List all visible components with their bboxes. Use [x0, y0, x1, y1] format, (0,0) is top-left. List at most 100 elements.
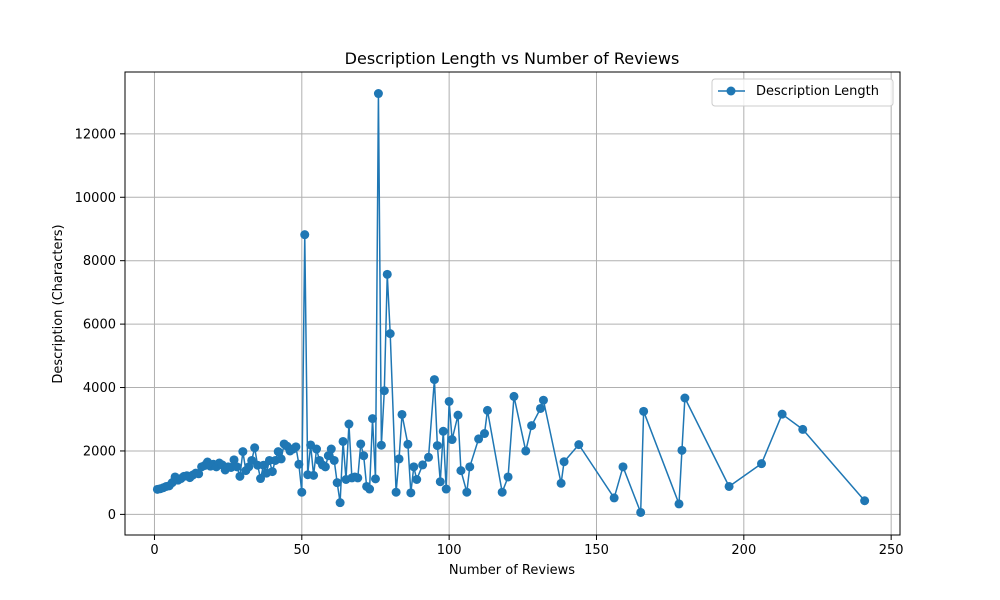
data-point: [418, 460, 428, 470]
data-point: [521, 446, 531, 456]
data-point: [757, 459, 766, 469]
data-point: [256, 474, 266, 484]
y-axis-label: Description (Characters): [51, 224, 66, 383]
data-point: [447, 435, 457, 445]
data-point: [462, 487, 472, 497]
data-point: [680, 393, 690, 403]
data-point: [267, 467, 277, 477]
data-point: [235, 471, 245, 481]
x-tick-label: 50: [294, 543, 311, 558]
x-axis-label: Number of Reviews: [449, 563, 575, 578]
x-tick-label: 150: [584, 543, 609, 558]
x-tick-label: 250: [879, 543, 904, 558]
data-point: [860, 496, 870, 506]
x-tick-label: 200: [731, 543, 756, 558]
data-point: [291, 442, 301, 452]
y-tick-label: 12000: [75, 127, 116, 142]
data-point: [353, 473, 363, 483]
data-point: [273, 447, 283, 457]
data-point: [618, 462, 628, 472]
data-point: [297, 487, 307, 497]
legend-marker-swatch: [726, 86, 736, 96]
data-point: [250, 443, 260, 453]
data-point: [609, 493, 619, 503]
y-tick-label: 10000: [75, 191, 116, 206]
data-point: [365, 484, 375, 494]
data-point: [394, 454, 404, 464]
data-point: [535, 403, 545, 413]
data-point: [674, 499, 684, 509]
data-point: [376, 440, 386, 450]
data-point: [777, 409, 787, 419]
data-point: [356, 439, 366, 449]
data-point: [344, 419, 354, 429]
series-group: [152, 89, 870, 517]
data-point: [465, 462, 475, 472]
legend-box: [711, 78, 894, 107]
data-point: [326, 444, 336, 454]
data-point: [724, 481, 734, 491]
data-point: [406, 488, 416, 498]
data-point: [480, 429, 490, 439]
data-point: [320, 462, 330, 472]
data-point: [329, 455, 339, 465]
data-point: [359, 451, 369, 461]
data-point: [432, 441, 442, 451]
data-point: [391, 487, 401, 497]
y-tick-label: 4000: [83, 381, 116, 396]
data-point: [229, 455, 239, 465]
data-point: [379, 386, 389, 396]
data-point: [276, 454, 286, 464]
data-point: [503, 472, 513, 482]
data-point: [444, 396, 454, 406]
data-point: [397, 409, 407, 419]
data-point: [441, 484, 451, 494]
data-point: [194, 469, 204, 479]
x-tick-label: 0: [150, 543, 158, 558]
data-point: [527, 421, 537, 431]
data-point: [335, 498, 345, 508]
data-point: [456, 466, 466, 476]
data-point: [538, 395, 548, 405]
data-point: [482, 405, 492, 415]
data-point: [294, 459, 304, 469]
chart-title: Description Length vs Number of Reviews: [345, 49, 680, 68]
data-point: [370, 474, 380, 484]
data-point: [403, 439, 413, 449]
data-point: [368, 414, 378, 424]
y-tick-label: 0: [108, 508, 116, 523]
data-point: [232, 462, 242, 472]
y-tick-label: 6000: [83, 318, 116, 333]
data-point: [798, 424, 808, 434]
data-point: [574, 440, 584, 450]
data-point: [312, 444, 322, 454]
x-tick-label: 100: [437, 543, 462, 558]
legend-label: Description Length: [756, 84, 879, 99]
data-point: [309, 470, 319, 480]
data-point: [639, 406, 649, 416]
x-axis-ticks: 0 50 100 150 200 250: [150, 535, 904, 558]
y-axis-ticks: 0 2000 4000 6000 8000 10000 12000: [75, 127, 125, 523]
data-point: [474, 434, 484, 444]
data-point: [385, 329, 395, 339]
data-point: [409, 462, 419, 472]
data-point: [435, 477, 445, 487]
data-point: [677, 445, 687, 455]
data-point: [412, 475, 422, 484]
data-point: [373, 89, 383, 99]
data-point: [238, 447, 248, 457]
y-tick-label: 2000: [83, 444, 116, 459]
data-point: [300, 230, 310, 240]
data-point: [429, 375, 439, 385]
data-point: [453, 410, 463, 420]
legend: Description Length: [711, 78, 894, 107]
data-point: [497, 487, 507, 497]
data-point: [338, 436, 348, 446]
data-point: [636, 507, 646, 517]
data-point: [332, 478, 342, 488]
y-tick-label: 8000: [83, 254, 116, 269]
data-point: [424, 452, 434, 462]
plot-frame: [124, 71, 901, 536]
data-point: [509, 391, 519, 401]
